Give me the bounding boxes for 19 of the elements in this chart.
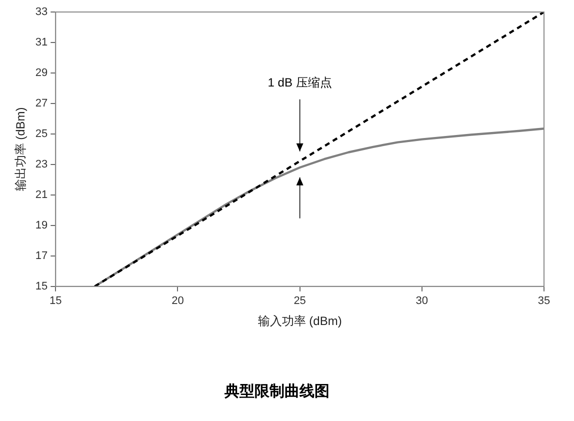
x-axis-title: 输入功率 (dBm) bbox=[258, 314, 342, 328]
y-tick-label: 17 bbox=[35, 250, 48, 262]
text: 典型限制曲线图 bbox=[224, 382, 330, 400]
annotation: 1 dB 压缩点 bbox=[268, 76, 332, 90]
y-tick-label: 23 bbox=[35, 158, 48, 170]
y-tick-label: 27 bbox=[35, 98, 48, 110]
y-tick-label: 19 bbox=[35, 219, 48, 232]
x-tick-label: 25 bbox=[294, 295, 306, 308]
x-tick-label: 35 bbox=[538, 295, 550, 308]
x-tick-label: 15 bbox=[50, 295, 62, 308]
x-tick-label: 20 bbox=[172, 295, 184, 308]
y-tick-label: 25 bbox=[35, 128, 48, 140]
y-tick-label: 21 bbox=[35, 188, 48, 201]
y-tick-label: 33 bbox=[35, 6, 48, 18]
y-tick-label: 29 bbox=[35, 67, 48, 80]
y-axis-title: 输出功率 (dBm) bbox=[14, 107, 28, 192]
y-tick-label: 31 bbox=[35, 36, 48, 49]
x-tick-label: 30 bbox=[416, 295, 428, 308]
y-tick-label: 15 bbox=[35, 280, 48, 292]
